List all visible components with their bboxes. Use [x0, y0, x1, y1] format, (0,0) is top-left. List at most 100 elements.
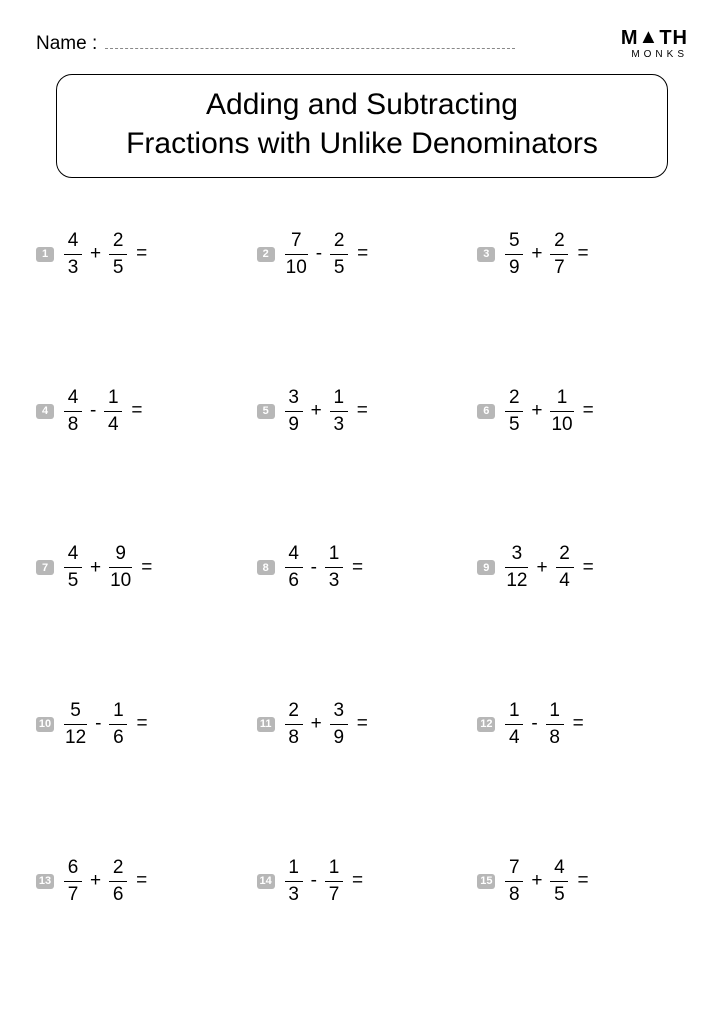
title-box: Adding and Subtracting Fractions with Un…: [56, 74, 668, 178]
operator: -: [530, 713, 538, 735]
denominator: 8: [67, 412, 80, 436]
denominator: 3: [287, 882, 300, 906]
fraction: 59: [505, 230, 523, 279]
equals-sign: =: [577, 870, 588, 892]
denominator: 4: [558, 568, 571, 592]
expression: 43+25=: [64, 230, 147, 279]
operator: +: [89, 243, 102, 265]
numerator: 2: [333, 230, 346, 254]
denominator: 7: [328, 882, 341, 906]
fraction: 14: [505, 700, 523, 749]
expression: 45+910=: [64, 543, 152, 592]
denominator: 10: [285, 255, 308, 279]
problem-number-badge: 10: [36, 717, 54, 732]
problem-6: 6 25+110=: [477, 387, 688, 436]
fraction: 13: [285, 857, 303, 906]
numerator: 1: [328, 857, 341, 881]
logo-th: TH: [659, 27, 688, 49]
fraction: 28: [285, 700, 303, 749]
denominator: 8: [508, 882, 521, 906]
title-line-2: Fractions with Unlike Denominators: [126, 127, 598, 160]
denominator: 6: [287, 568, 300, 592]
numerator: 4: [67, 543, 80, 567]
problems-grid: 143+25=2710-25=359+27=448-14=539+13=625+…: [36, 230, 688, 905]
problem-number-badge: 5: [257, 404, 275, 419]
problem-number-badge: 15: [477, 874, 495, 889]
expression: 14-18=: [505, 700, 583, 749]
numerator: 3: [287, 387, 300, 411]
operator: +: [530, 243, 543, 265]
denominator: 6: [112, 725, 125, 749]
numerator: 2: [112, 230, 125, 254]
fraction: 312: [505, 543, 528, 592]
numerator: 7: [290, 230, 303, 254]
equals-sign: =: [352, 870, 363, 892]
operator: +: [89, 870, 102, 892]
name-input-line[interactable]: [105, 35, 515, 49]
expression: 25+110=: [505, 387, 593, 436]
numerator: 5: [69, 700, 82, 724]
expression: 312+24=: [505, 543, 593, 592]
numerator: 2: [287, 700, 300, 724]
denominator: 12: [505, 568, 528, 592]
numerator: 1: [332, 387, 345, 411]
problem-1: 143+25=: [36, 230, 247, 279]
expression: 46-13=: [285, 543, 363, 592]
numerator: 1: [112, 700, 125, 724]
denominator: 10: [109, 568, 132, 592]
problem-8: 8 46-13=: [257, 543, 468, 592]
numerator: 1: [508, 700, 521, 724]
operator: +: [530, 870, 543, 892]
numerator: 1: [287, 857, 300, 881]
fraction: 17: [325, 857, 343, 906]
fraction: 39: [330, 700, 348, 749]
fraction: 27: [550, 230, 568, 279]
denominator: 6: [112, 882, 125, 906]
numerator: 2: [112, 857, 125, 881]
operator: +: [89, 557, 102, 579]
fraction: 43: [64, 230, 82, 279]
numerator: 4: [67, 387, 80, 411]
problem-number-badge: 6: [477, 404, 495, 419]
denominator: 9: [287, 412, 300, 436]
fraction: 512: [64, 700, 87, 749]
fraction: 16: [109, 700, 127, 749]
denominator: 9: [508, 255, 521, 279]
fraction: 25: [330, 230, 348, 279]
equals-sign: =: [583, 557, 594, 579]
numerator: 3: [511, 543, 524, 567]
problem-5: 539+13=: [257, 387, 468, 436]
numerator: 1: [328, 543, 341, 567]
problem-number-badge: 7: [36, 560, 54, 575]
denominator: 5: [333, 255, 346, 279]
title-text: Adding and Subtracting Fractions with Un…: [77, 85, 647, 163]
numerator: 9: [114, 543, 127, 567]
problem-number-badge: 14: [257, 874, 275, 889]
denominator: 5: [67, 568, 80, 592]
fraction: 14: [104, 387, 122, 436]
expression: 710-25=: [285, 230, 369, 279]
fraction: 45: [550, 857, 568, 906]
numerator: 4: [67, 230, 80, 254]
equals-sign: =: [357, 400, 368, 422]
problem-9: 9312+24=: [477, 543, 688, 592]
denominator: 5: [508, 412, 521, 436]
fraction: 24: [556, 543, 574, 592]
expression: 28+39=: [285, 700, 368, 749]
denominator: 8: [287, 725, 300, 749]
numerator: 4: [287, 543, 300, 567]
problem-4: 448-14=: [36, 387, 247, 436]
logo-m: M: [621, 27, 639, 49]
fraction: 78: [505, 857, 523, 906]
denominator: 7: [67, 882, 80, 906]
denominator: 4: [508, 725, 521, 749]
fraction: 46: [285, 543, 303, 592]
fraction: 67: [64, 857, 82, 906]
equals-sign: =: [136, 870, 147, 892]
operator: -: [310, 870, 318, 892]
name-area: Name :: [36, 33, 515, 55]
problem-number-badge: 8: [257, 560, 275, 575]
fraction: 39: [285, 387, 303, 436]
numerator: 5: [508, 230, 521, 254]
expression: 67 +26 =: [64, 857, 147, 906]
